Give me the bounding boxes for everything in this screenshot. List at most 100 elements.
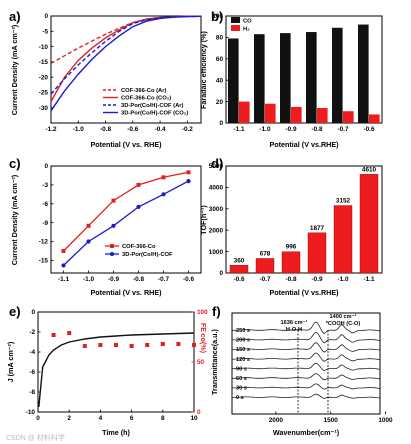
spectrum-label: 0 s [236, 395, 244, 401]
x-tick-label: -1.0 [337, 276, 348, 283]
x-tick-label: -1.0 [73, 126, 84, 133]
bar-co [254, 34, 265, 123]
bar [359, 174, 379, 274]
x-tick-label: -1.0 [83, 276, 94, 283]
bars: 360 678 996 1877 3152 4610 [229, 166, 379, 274]
spectrum-label: 30 s [236, 386, 247, 392]
x-tick-label: 2000 [269, 417, 284, 424]
spectrum-label: 120 s [236, 357, 250, 363]
y-tick-label: 1000 [209, 249, 224, 256]
data-point [186, 179, 191, 184]
data-point [136, 182, 141, 187]
watermark: CSDN @ 材料科学 [6, 433, 65, 442]
bar [333, 205, 353, 274]
data-point [86, 239, 91, 244]
x-tick-label: -0.8 [285, 276, 296, 283]
y-tick-label: 100 [212, 13, 223, 20]
y-tick-label: -10 [39, 44, 49, 51]
plot-frame [50, 15, 202, 124]
y-tick-label: -6 [29, 369, 35, 376]
y-tick-label: -2 [29, 329, 35, 336]
y-tick-label: -3 [42, 182, 48, 189]
data-point [86, 223, 91, 228]
fe-point [114, 343, 118, 347]
x-tick-label: 1500 [324, 417, 339, 424]
legend-label: 3D-Por(Co/H)-COF (CO₂) [121, 111, 188, 117]
axis-ticks: -1.1 -1.0 -0.9 -0.8 -0.7 -0.6 0 -3 -6 -9 -12 -15 [39, 163, 195, 283]
legend: COF-366-Co 3D-Por(Co/H)-COF [105, 244, 173, 258]
spectrum-line [232, 373, 381, 381]
legend: CO H₂ [231, 17, 252, 33]
panel-letter: d) [211, 156, 223, 171]
panel-f: 2000 1500 1000 250 s 200 s 150 s 120 s 90 s 60 … [210, 304, 393, 437]
y-tick-label: -30 [39, 105, 49, 112]
x-axis-label: Potential (V vs.RHE) [269, 288, 339, 297]
spectrum-label: 90 s [236, 366, 247, 372]
legend-label: COF-366-Co (Ar) [121, 88, 166, 94]
bar-co [332, 27, 343, 123]
bar-co [358, 24, 369, 124]
panel-letter: f) [212, 304, 221, 319]
axis-ticks: 0 1000 2000 3000 4000 5000 -0.6 -0.7 -0.8 -0.9 -1.… [209, 163, 375, 283]
legend-label: 3D-Por(Co/H)-COF (Ar) [121, 103, 184, 109]
annotation-hoh: H-O-H [286, 327, 302, 333]
bar-h [343, 111, 354, 123]
x-tick-label: -0.7 [259, 276, 270, 283]
spectra: 250 s 200 s 150 s 120 s 90 s 60 s 30 s 0 s [232, 321, 381, 401]
x-tick-label: 10 [190, 415, 198, 422]
y-tick-label: -15 [39, 59, 49, 66]
y-axis-label: Current Density (mA cm⁻²) [10, 174, 19, 265]
x-axis-label: Potential (V vs. RHE) [90, 140, 162, 149]
plot-frame [37, 311, 195, 413]
data-label: 1877 [310, 225, 325, 232]
bar-co [280, 33, 291, 124]
y-tick-label: 40 [216, 77, 224, 84]
y-tick-label: 0 [31, 309, 35, 316]
x-tick-label: -0.8 [133, 276, 144, 283]
data-point [136, 204, 141, 210]
panel-a: -1.2 -1.0 -0.8 -0.6 -0.4 -0.2 0 -5 -10 -15 -20 -25 -… [9, 9, 202, 149]
x-tick-label: -1.0 [259, 126, 270, 133]
x-tick-label: 6 [130, 415, 134, 422]
plot-frame [225, 165, 383, 274]
y-axis-label-right: FE co(%) [199, 323, 208, 354]
axis-ticks: 2000 1500 1000 [269, 411, 393, 424]
y-axis-label: Faradaic efficiency (%) [199, 30, 208, 109]
axis-ticks: -1.2 -1.0 -0.8 -0.6 -0.4 -0.2 0 -5 -10 -15 -20 -25 -… [39, 13, 194, 133]
fe-point [176, 342, 181, 346]
y-tick-label: -15 [39, 258, 49, 265]
series-lines [50, 15, 202, 112]
series-line [50, 15, 202, 112]
series-line [63, 180, 189, 266]
x-tick-label: 2 [67, 415, 71, 422]
series-line [50, 15, 202, 65]
y-tick-label: -6 [42, 201, 48, 208]
legend-label: 3D-Por(Co/H)-COF [122, 252, 173, 258]
y-tick-label: 5000 [209, 163, 224, 170]
y-axis-label: J (mA cm⁻²) [6, 341, 15, 382]
bar-co [306, 32, 317, 123]
bar [281, 251, 301, 274]
y-axis-label: Current Density (mA cm⁻²) [10, 24, 19, 115]
x-tick-label: -0.6 [127, 126, 138, 133]
data-label: 678 [260, 250, 271, 257]
series-points [38, 331, 196, 408]
data-point [161, 192, 166, 197]
y-right-tick-label: 50 [197, 359, 205, 366]
panel-c: -1.1 -1.0 -0.9 -0.8 -0.7 -0.6 0 -3 -6 -9 -12 -15 c)… [9, 156, 202, 297]
x-tick-label: -0.6 [363, 126, 374, 133]
y-tick-label: -5 [42, 28, 48, 35]
data-point [61, 263, 66, 268]
y-tick-label: 0 [219, 120, 223, 127]
y-tick-label: 0 [44, 13, 48, 20]
fe-point [145, 343, 150, 347]
spectrum-line [232, 352, 381, 362]
y-tick-label: -10 [26, 409, 36, 416]
y-tick-label: 3000 [209, 206, 224, 213]
y-tick-label: -25 [39, 90, 49, 97]
data-label: 3152 [336, 198, 351, 205]
spectrum-label: 250 s [236, 328, 250, 334]
